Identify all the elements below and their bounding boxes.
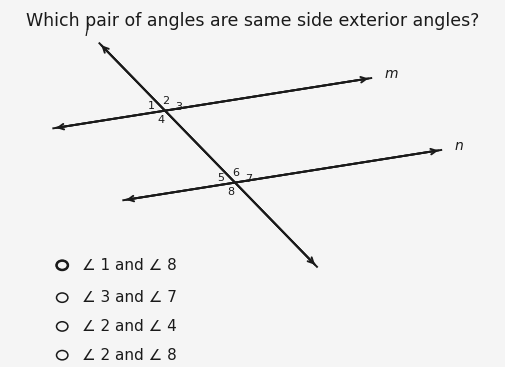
- Text: 7: 7: [245, 174, 252, 184]
- Text: m: m: [384, 68, 398, 81]
- Text: 1: 1: [147, 101, 155, 111]
- Text: ∠ 3 and ∠ 7: ∠ 3 and ∠ 7: [82, 290, 177, 305]
- Text: 3: 3: [176, 102, 182, 112]
- Text: 5: 5: [218, 173, 225, 183]
- Text: n: n: [454, 139, 463, 153]
- Text: ∠ 2 and ∠ 4: ∠ 2 and ∠ 4: [82, 319, 177, 334]
- Text: ∠ 2 and ∠ 8: ∠ 2 and ∠ 8: [82, 348, 177, 363]
- Text: Which pair of angles are same side exterior angles?: Which pair of angles are same side exter…: [26, 12, 479, 30]
- Text: 2: 2: [162, 95, 170, 106]
- Text: 6: 6: [232, 167, 239, 178]
- Text: 4: 4: [157, 115, 164, 125]
- Text: 8: 8: [227, 186, 234, 197]
- Text: l: l: [84, 25, 88, 40]
- Text: ∠ 1 and ∠ 8: ∠ 1 and ∠ 8: [82, 258, 177, 273]
